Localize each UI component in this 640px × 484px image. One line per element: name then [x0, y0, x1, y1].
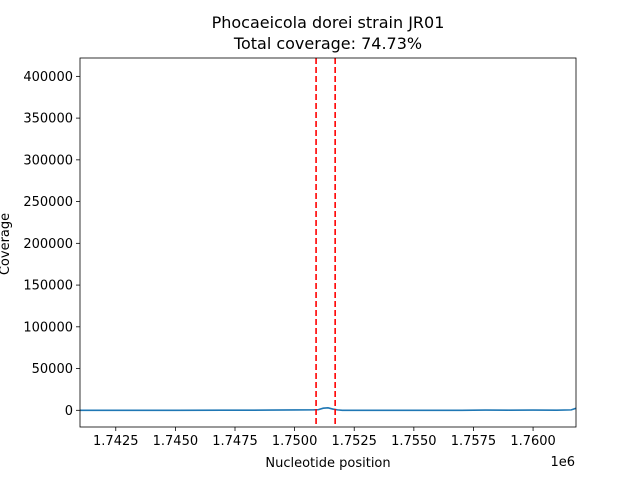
y-tick-label: 300000: [23, 153, 73, 168]
plot-area: 1.7425 1.7450 1.7475 1.7500 1.7525 1.7550 1.75…: [23, 57, 577, 449]
y-tick-label: 250000: [23, 195, 73, 210]
y-tick-label: 400000: [23, 70, 73, 85]
x-tick-label: 1.7475: [212, 434, 258, 449]
x-tick-label: 1.7575: [451, 434, 497, 449]
chart-subtitle: Total coverage: 74.73%: [233, 34, 422, 53]
x-axis-offset-label: 1e6: [550, 455, 575, 470]
chart-title: Phocaeicola dorei strain JR01: [212, 13, 445, 32]
x-tick-label: 1.7525: [331, 434, 377, 449]
x-tick-label: 1.7600: [510, 434, 556, 449]
axes-frame: [79, 57, 577, 428]
x-tick-label: 1.7500: [272, 434, 318, 449]
y-tick-label: 350000: [23, 112, 73, 127]
y-tick-label: 100000: [23, 320, 73, 335]
y-tick-label: 150000: [23, 279, 73, 294]
x-axis-label: Nucleotide position: [265, 456, 390, 471]
y-axis-label: Coverage: [0, 213, 13, 275]
x-tick-label: 1.7550: [391, 434, 437, 449]
y-tick-label: 200000: [23, 237, 73, 252]
y-tick-label: 50000: [32, 362, 73, 377]
x-tick-label: 1.7450: [153, 434, 199, 449]
y-tick-label: 0: [65, 404, 73, 419]
x-tick-label: 1.7425: [93, 434, 139, 449]
